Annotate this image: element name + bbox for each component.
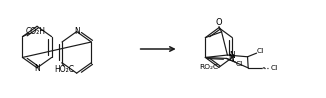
Text: O: O [215, 18, 222, 27]
Text: Cl: Cl [236, 61, 243, 67]
Text: CO₂H: CO₂H [25, 27, 45, 36]
Text: N: N [74, 27, 80, 36]
Text: Cl: Cl [271, 65, 278, 71]
Text: N: N [34, 64, 40, 73]
Text: RO₂C: RO₂C [199, 64, 218, 70]
Text: N: N [228, 54, 233, 63]
Text: Cl: Cl [256, 49, 263, 54]
Text: HO₂C: HO₂C [55, 65, 75, 74]
Text: N: N [229, 51, 235, 60]
